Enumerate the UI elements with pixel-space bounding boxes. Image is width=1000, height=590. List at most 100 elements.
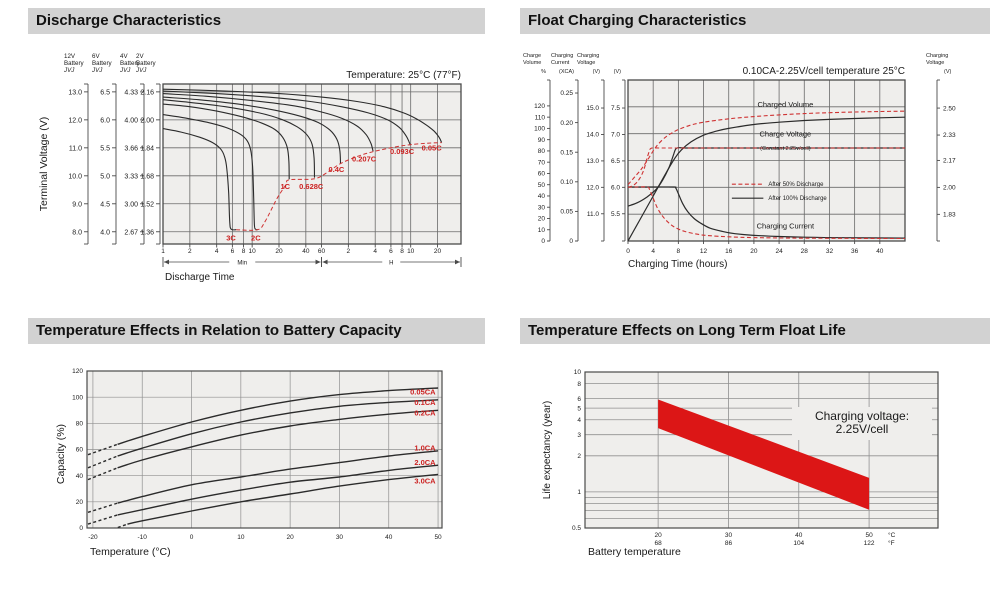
svg-text:6V: 6V: [92, 53, 100, 60]
svg-text:36: 36: [851, 248, 859, 255]
svg-text:Charging: Charging: [551, 53, 573, 59]
svg-text:8: 8: [400, 248, 404, 255]
svg-text:2.33: 2.33: [943, 132, 956, 139]
svg-text:2V: 2V: [136, 53, 144, 60]
svg-text:1.0CA: 1.0CA: [414, 444, 436, 453]
svg-text:2: 2: [577, 453, 581, 460]
svg-text:Current: Current: [551, 60, 570, 66]
svg-text:Temperature: 25°C (77°F): Temperature: 25°C (77°F): [346, 70, 461, 81]
svg-text:30: 30: [336, 534, 344, 541]
svg-text:60: 60: [318, 248, 326, 255]
svg-text:Life expectancy (year): Life expectancy (year): [542, 401, 553, 499]
svg-text:Min: Min: [237, 260, 247, 266]
svg-text:6: 6: [231, 248, 235, 255]
svg-text:8.0: 8.0: [72, 229, 82, 236]
svg-text:32: 32: [826, 248, 834, 255]
svg-text:Charging voltage:: Charging voltage:: [815, 409, 909, 423]
svg-text:1.36: 1.36: [140, 229, 154, 236]
svg-text:122: 122: [864, 540, 875, 547]
svg-text:2.16: 2.16: [140, 89, 154, 96]
svg-text:Charging Time (hours): Charging Time (hours): [628, 259, 727, 270]
svg-text:7.5: 7.5: [611, 105, 620, 112]
svg-text:Charge: Charge: [523, 53, 541, 59]
svg-text:Charged Volume: Charged Volume: [757, 100, 813, 109]
svg-text:Battery: Battery: [120, 60, 141, 67]
svg-text:Discharge Time: Discharge Time: [165, 272, 235, 283]
svg-text:30: 30: [725, 532, 733, 539]
svg-text:20: 20: [538, 216, 546, 223]
svg-text:0: 0: [541, 238, 545, 245]
svg-text:0.1CA: 0.1CA: [414, 398, 436, 407]
svg-text:20: 20: [655, 532, 663, 539]
svg-text:(Constant 2.25v/cell): (Constant 2.25v/cell): [760, 146, 811, 152]
svg-text:100: 100: [534, 126, 545, 133]
svg-text:0: 0: [79, 525, 83, 532]
svg-text:6: 6: [389, 248, 393, 255]
svg-text:Charge Voltage: Charge Voltage: [760, 129, 812, 138]
svg-text:3.0CA: 3.0CA: [414, 476, 436, 485]
svg-text:50: 50: [538, 182, 546, 189]
svg-text:4.33: 4.33: [124, 89, 138, 96]
svg-text:0.2CA: 0.2CA: [414, 408, 436, 417]
svg-text:2: 2: [347, 248, 351, 255]
svg-text:16: 16: [725, 248, 733, 255]
temp-capacity-section-title: Temperature Effects in Relation to Batte…: [28, 318, 485, 344]
svg-text:4: 4: [651, 248, 655, 255]
svg-text:6.5: 6.5: [611, 158, 620, 165]
svg-text:3: 3: [577, 432, 581, 439]
svg-text:0.5: 0.5: [572, 525, 581, 532]
svg-text:40: 40: [302, 248, 310, 255]
svg-text:20: 20: [76, 499, 84, 506]
svg-text:1.84: 1.84: [140, 145, 154, 152]
svg-text:1C: 1C: [280, 182, 290, 191]
svg-text:JVJ: JVJ: [135, 67, 147, 74]
svg-text:1.52: 1.52: [140, 201, 154, 208]
svg-text:80: 80: [538, 148, 546, 155]
svg-text:10: 10: [574, 369, 582, 376]
svg-text:40: 40: [385, 534, 393, 541]
svg-text:120: 120: [534, 103, 545, 110]
svg-text:(V): (V): [614, 69, 622, 75]
svg-text:0.10: 0.10: [560, 179, 573, 186]
svg-text:0: 0: [569, 238, 573, 245]
svg-text:11.0: 11.0: [69, 145, 82, 152]
svg-text:Charging: Charging: [926, 53, 948, 59]
svg-text:50: 50: [865, 532, 873, 539]
float-life-chart: Charging voltage:2.25V/cell1086543210.52…: [542, 369, 939, 558]
svg-text:°C: °C: [888, 531, 896, 539]
svg-text:1.83: 1.83: [943, 212, 956, 219]
svg-text:%: %: [541, 69, 546, 75]
svg-text:3.33: 3.33: [124, 173, 138, 180]
svg-text:-10: -10: [138, 534, 148, 541]
svg-text:8: 8: [242, 248, 246, 255]
svg-text:Battery: Battery: [136, 60, 157, 67]
svg-text:0.15: 0.15: [560, 149, 573, 156]
svg-text:0.05: 0.05: [560, 209, 573, 216]
svg-text:12.0: 12.0: [68, 117, 82, 124]
svg-text:10: 10: [249, 248, 257, 255]
svg-text:0.10CA-2.25V/cell temperature: 0.10CA-2.25V/cell temperature 25°C: [743, 66, 905, 77]
svg-text:40: 40: [538, 193, 546, 200]
svg-text:8: 8: [677, 248, 681, 255]
svg-text:10: 10: [538, 227, 546, 234]
svg-text:12V: 12V: [64, 53, 76, 60]
svg-text:28: 28: [801, 248, 809, 255]
svg-text:24: 24: [775, 248, 783, 255]
svg-text:Voltage: Voltage: [926, 60, 944, 66]
svg-text:Temperature (°C): Temperature (°C): [90, 546, 171, 558]
svg-text:6.5: 6.5: [100, 89, 110, 96]
svg-text:(V): (V): [593, 69, 601, 75]
svg-text:10.0: 10.0: [68, 173, 82, 180]
svg-text:104: 104: [793, 540, 804, 547]
svg-text:12.0: 12.0: [586, 185, 599, 192]
svg-text:0.093C: 0.093C: [390, 147, 415, 156]
svg-text:3.66: 3.66: [124, 145, 138, 152]
svg-text:100: 100: [72, 394, 83, 401]
svg-text:5.5: 5.5: [611, 211, 620, 218]
svg-text:60: 60: [76, 447, 84, 454]
svg-text:5: 5: [577, 405, 581, 412]
svg-text:Charging: Charging: [577, 53, 599, 59]
svg-text:20: 20: [750, 248, 758, 255]
svg-text:9.0: 9.0: [72, 201, 82, 208]
